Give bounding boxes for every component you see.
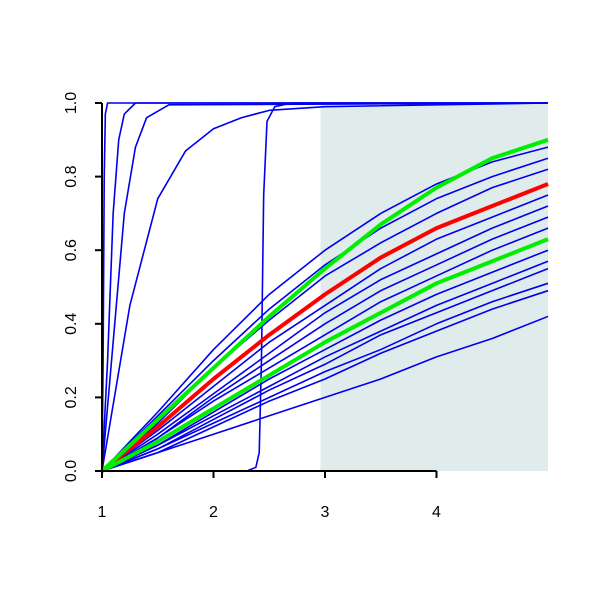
shaded-region xyxy=(320,103,548,471)
y-tick-label: 0.0 xyxy=(63,460,80,482)
data-line xyxy=(101,249,549,472)
data-line xyxy=(101,315,549,472)
x-tick-label: 4 xyxy=(432,504,441,521)
data-line xyxy=(102,102,548,472)
y-tick-label: 0.4 xyxy=(63,313,80,335)
data-line xyxy=(101,260,549,472)
data-line xyxy=(101,102,549,472)
data-line xyxy=(100,137,549,473)
data-line xyxy=(101,227,549,472)
y-tick-label: 0.2 xyxy=(63,386,80,408)
y-tick-label: 0.6 xyxy=(63,239,80,261)
data-line xyxy=(101,237,549,473)
data-line xyxy=(101,194,549,472)
data-line xyxy=(101,216,549,472)
y-tick-label: 0.8 xyxy=(63,165,80,187)
data-line xyxy=(101,157,549,472)
data-line xyxy=(100,182,549,473)
data-line xyxy=(101,102,549,472)
data-line xyxy=(101,205,549,472)
x-tick-label: 2 xyxy=(209,504,218,521)
data-line xyxy=(101,289,549,472)
y-tick-label: 1.0 xyxy=(63,92,80,114)
data-line xyxy=(101,102,548,472)
x-tick-label: 1 xyxy=(98,504,107,521)
x-tick-label: 3 xyxy=(321,504,330,521)
data-line xyxy=(101,282,549,472)
data-line xyxy=(101,267,549,472)
